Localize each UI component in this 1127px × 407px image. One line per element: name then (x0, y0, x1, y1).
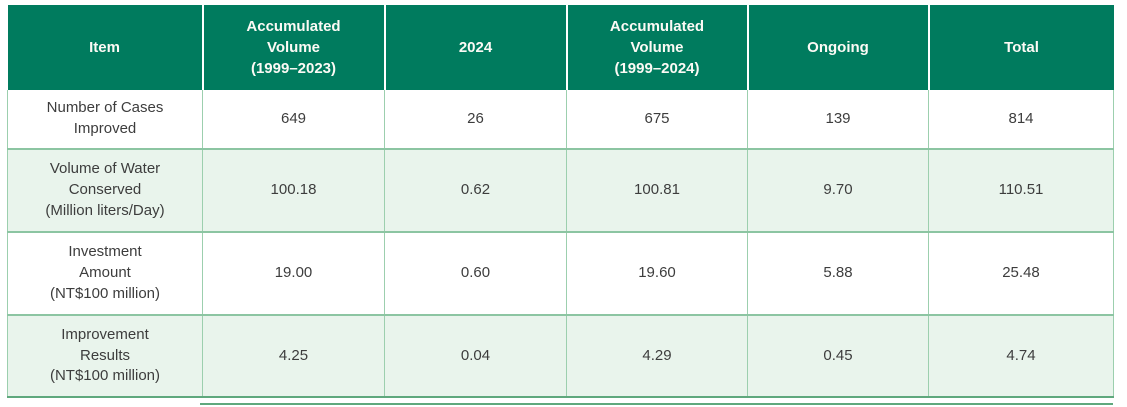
value-cell: 675 (566, 90, 748, 150)
value-cell: 5.88 (747, 231, 929, 316)
value-cell: 0.60 (384, 231, 567, 316)
table-row-cases-improved: Number of Cases Improved 649 26 675 139 … (7, 90, 1114, 150)
table-row-investment-amount: Investment Amount (NT$100 million) 19.00… (7, 231, 1114, 316)
value-cell: 4.29 (566, 314, 748, 398)
value-cell: 649 (202, 90, 385, 150)
table-row-water-conserved: Volume of Water Conserved (Million liter… (7, 148, 1114, 233)
value-cell: 9.70 (747, 148, 929, 233)
column-header-accumulated-volume-1999-2024: Accumulated Volume (1999–2024) (566, 5, 749, 90)
value-cell: 25.48 (928, 231, 1114, 316)
row-label: Volume of Water Conserved (Million liter… (7, 148, 203, 233)
value-cell: 139 (747, 90, 929, 150)
value-cell: 4.74 (928, 314, 1114, 398)
column-header-total: Total (928, 5, 1114, 90)
column-header-accumulated-volume-1999-2023: Accumulated Volume (1999–2023) (202, 5, 386, 90)
table-header-row: Item Accumulated Volume (1999–2023) 2024… (7, 5, 1114, 90)
column-header-item: Item (7, 5, 204, 90)
value-cell: 814 (928, 90, 1114, 150)
value-cell: 0.45 (747, 314, 929, 398)
value-cell: 0.62 (384, 148, 567, 233)
bottom-divider (200, 403, 1113, 405)
value-cell: 100.81 (566, 148, 748, 233)
row-label: Investment Amount (NT$100 million) (7, 231, 203, 316)
column-header-2024: 2024 (384, 5, 568, 90)
table-row-improvement-results: Improvement Results (NT$100 million) 4.2… (7, 314, 1114, 398)
row-label: Number of Cases Improved (7, 90, 203, 150)
value-cell: 19.00 (202, 231, 385, 316)
column-header-ongoing: Ongoing (747, 5, 930, 90)
value-cell: 19.60 (566, 231, 748, 316)
value-cell: 110.51 (928, 148, 1114, 233)
value-cell: 100.18 (202, 148, 385, 233)
value-cell: 4.25 (202, 314, 385, 398)
row-label: Improvement Results (NT$100 million) (7, 314, 203, 398)
value-cell: 0.04 (384, 314, 567, 398)
water-conservation-table: Item Accumulated Volume (1999–2023) 2024… (7, 5, 1114, 398)
value-cell: 26 (384, 90, 567, 150)
